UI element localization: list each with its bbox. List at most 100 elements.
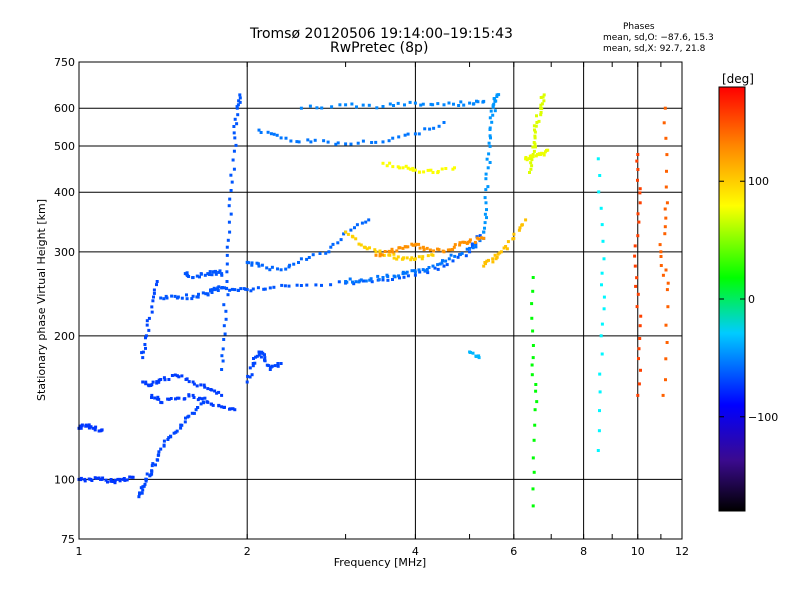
data-point (229, 212, 233, 216)
data-point (150, 310, 154, 314)
data-point (79, 426, 83, 430)
data-point (477, 237, 481, 241)
data-point (169, 397, 173, 400)
data-point (211, 403, 215, 407)
data-point (451, 167, 455, 171)
data-point (411, 168, 415, 172)
data-point (431, 264, 435, 268)
data-point (665, 341, 669, 344)
data-point (533, 408, 537, 412)
data-point (432, 126, 436, 130)
data-point (209, 388, 213, 391)
data-point (203, 273, 207, 277)
data-point (150, 383, 154, 387)
data-point (162, 376, 166, 380)
data-point (279, 268, 283, 272)
data-point (257, 353, 261, 357)
data-point (381, 105, 385, 108)
data-point (228, 230, 232, 234)
data-point (531, 145, 535, 149)
data-point (532, 149, 536, 153)
data-point (353, 226, 356, 230)
data-point (373, 248, 377, 252)
data-point (658, 243, 662, 247)
data-point (405, 270, 409, 274)
data-point (458, 243, 462, 247)
data-point (151, 380, 155, 384)
data-point (140, 351, 144, 355)
x-tick-label: 1 (76, 545, 83, 558)
data-point (488, 144, 492, 148)
data-point (276, 267, 279, 271)
data-point (635, 305, 639, 309)
data-point (388, 102, 392, 106)
data-point (602, 295, 606, 299)
data-point (530, 316, 534, 320)
data-point (596, 449, 600, 452)
data-point (391, 165, 395, 169)
data-point (495, 95, 499, 98)
data-point (663, 106, 667, 110)
data-point (417, 255, 421, 259)
data-point (488, 161, 492, 164)
x-tick-label: 4 (412, 545, 419, 558)
data-point (468, 240, 472, 244)
data-point (210, 288, 214, 292)
data-point (421, 255, 425, 259)
data-point (488, 134, 492, 138)
data-point (429, 102, 433, 106)
data-point (354, 280, 358, 284)
data-point (222, 324, 226, 328)
data-point (438, 262, 442, 266)
data-point (86, 424, 90, 428)
data-point (485, 157, 489, 161)
data-point (381, 278, 385, 282)
data-point (636, 178, 639, 182)
chart-title: Tromsø 20120506 19:14:00–19:15:43 (250, 26, 513, 42)
data-point (423, 269, 427, 273)
data-point (344, 103, 348, 107)
data-point (405, 256, 409, 260)
data-point (664, 216, 668, 220)
data-point (116, 477, 120, 481)
data-point (665, 288, 669, 292)
data-point (447, 257, 451, 261)
data-point (486, 166, 490, 170)
data-point (494, 99, 498, 103)
data-point (238, 100, 242, 104)
data-point (360, 221, 364, 225)
data-point (203, 396, 207, 400)
data-point (355, 105, 358, 109)
data-point (206, 400, 210, 404)
data-point (442, 121, 446, 124)
data-point (359, 278, 363, 282)
data-point (633, 254, 637, 258)
data-point (123, 478, 127, 482)
data-point (214, 269, 217, 273)
data-point (531, 344, 535, 347)
data-point (143, 482, 147, 486)
data-point (637, 357, 640, 361)
data-point (113, 481, 117, 485)
data-point (206, 387, 210, 391)
data-point (409, 258, 413, 262)
data-point (122, 477, 126, 480)
data-point (637, 220, 641, 224)
data-point (336, 141, 340, 145)
data-point (272, 132, 276, 136)
data-point (534, 145, 537, 149)
data-point (223, 332, 227, 336)
data-point (457, 104, 461, 107)
data-point (141, 488, 145, 492)
data-point (295, 283, 299, 287)
data-point (533, 128, 536, 132)
data-point (368, 246, 371, 250)
data-point (342, 232, 346, 236)
data-point (406, 274, 410, 278)
data-point (157, 397, 161, 401)
data-point (113, 478, 117, 482)
data-point (192, 411, 196, 415)
data-point (245, 288, 249, 292)
data-point (90, 479, 94, 482)
data-point (600, 271, 604, 275)
